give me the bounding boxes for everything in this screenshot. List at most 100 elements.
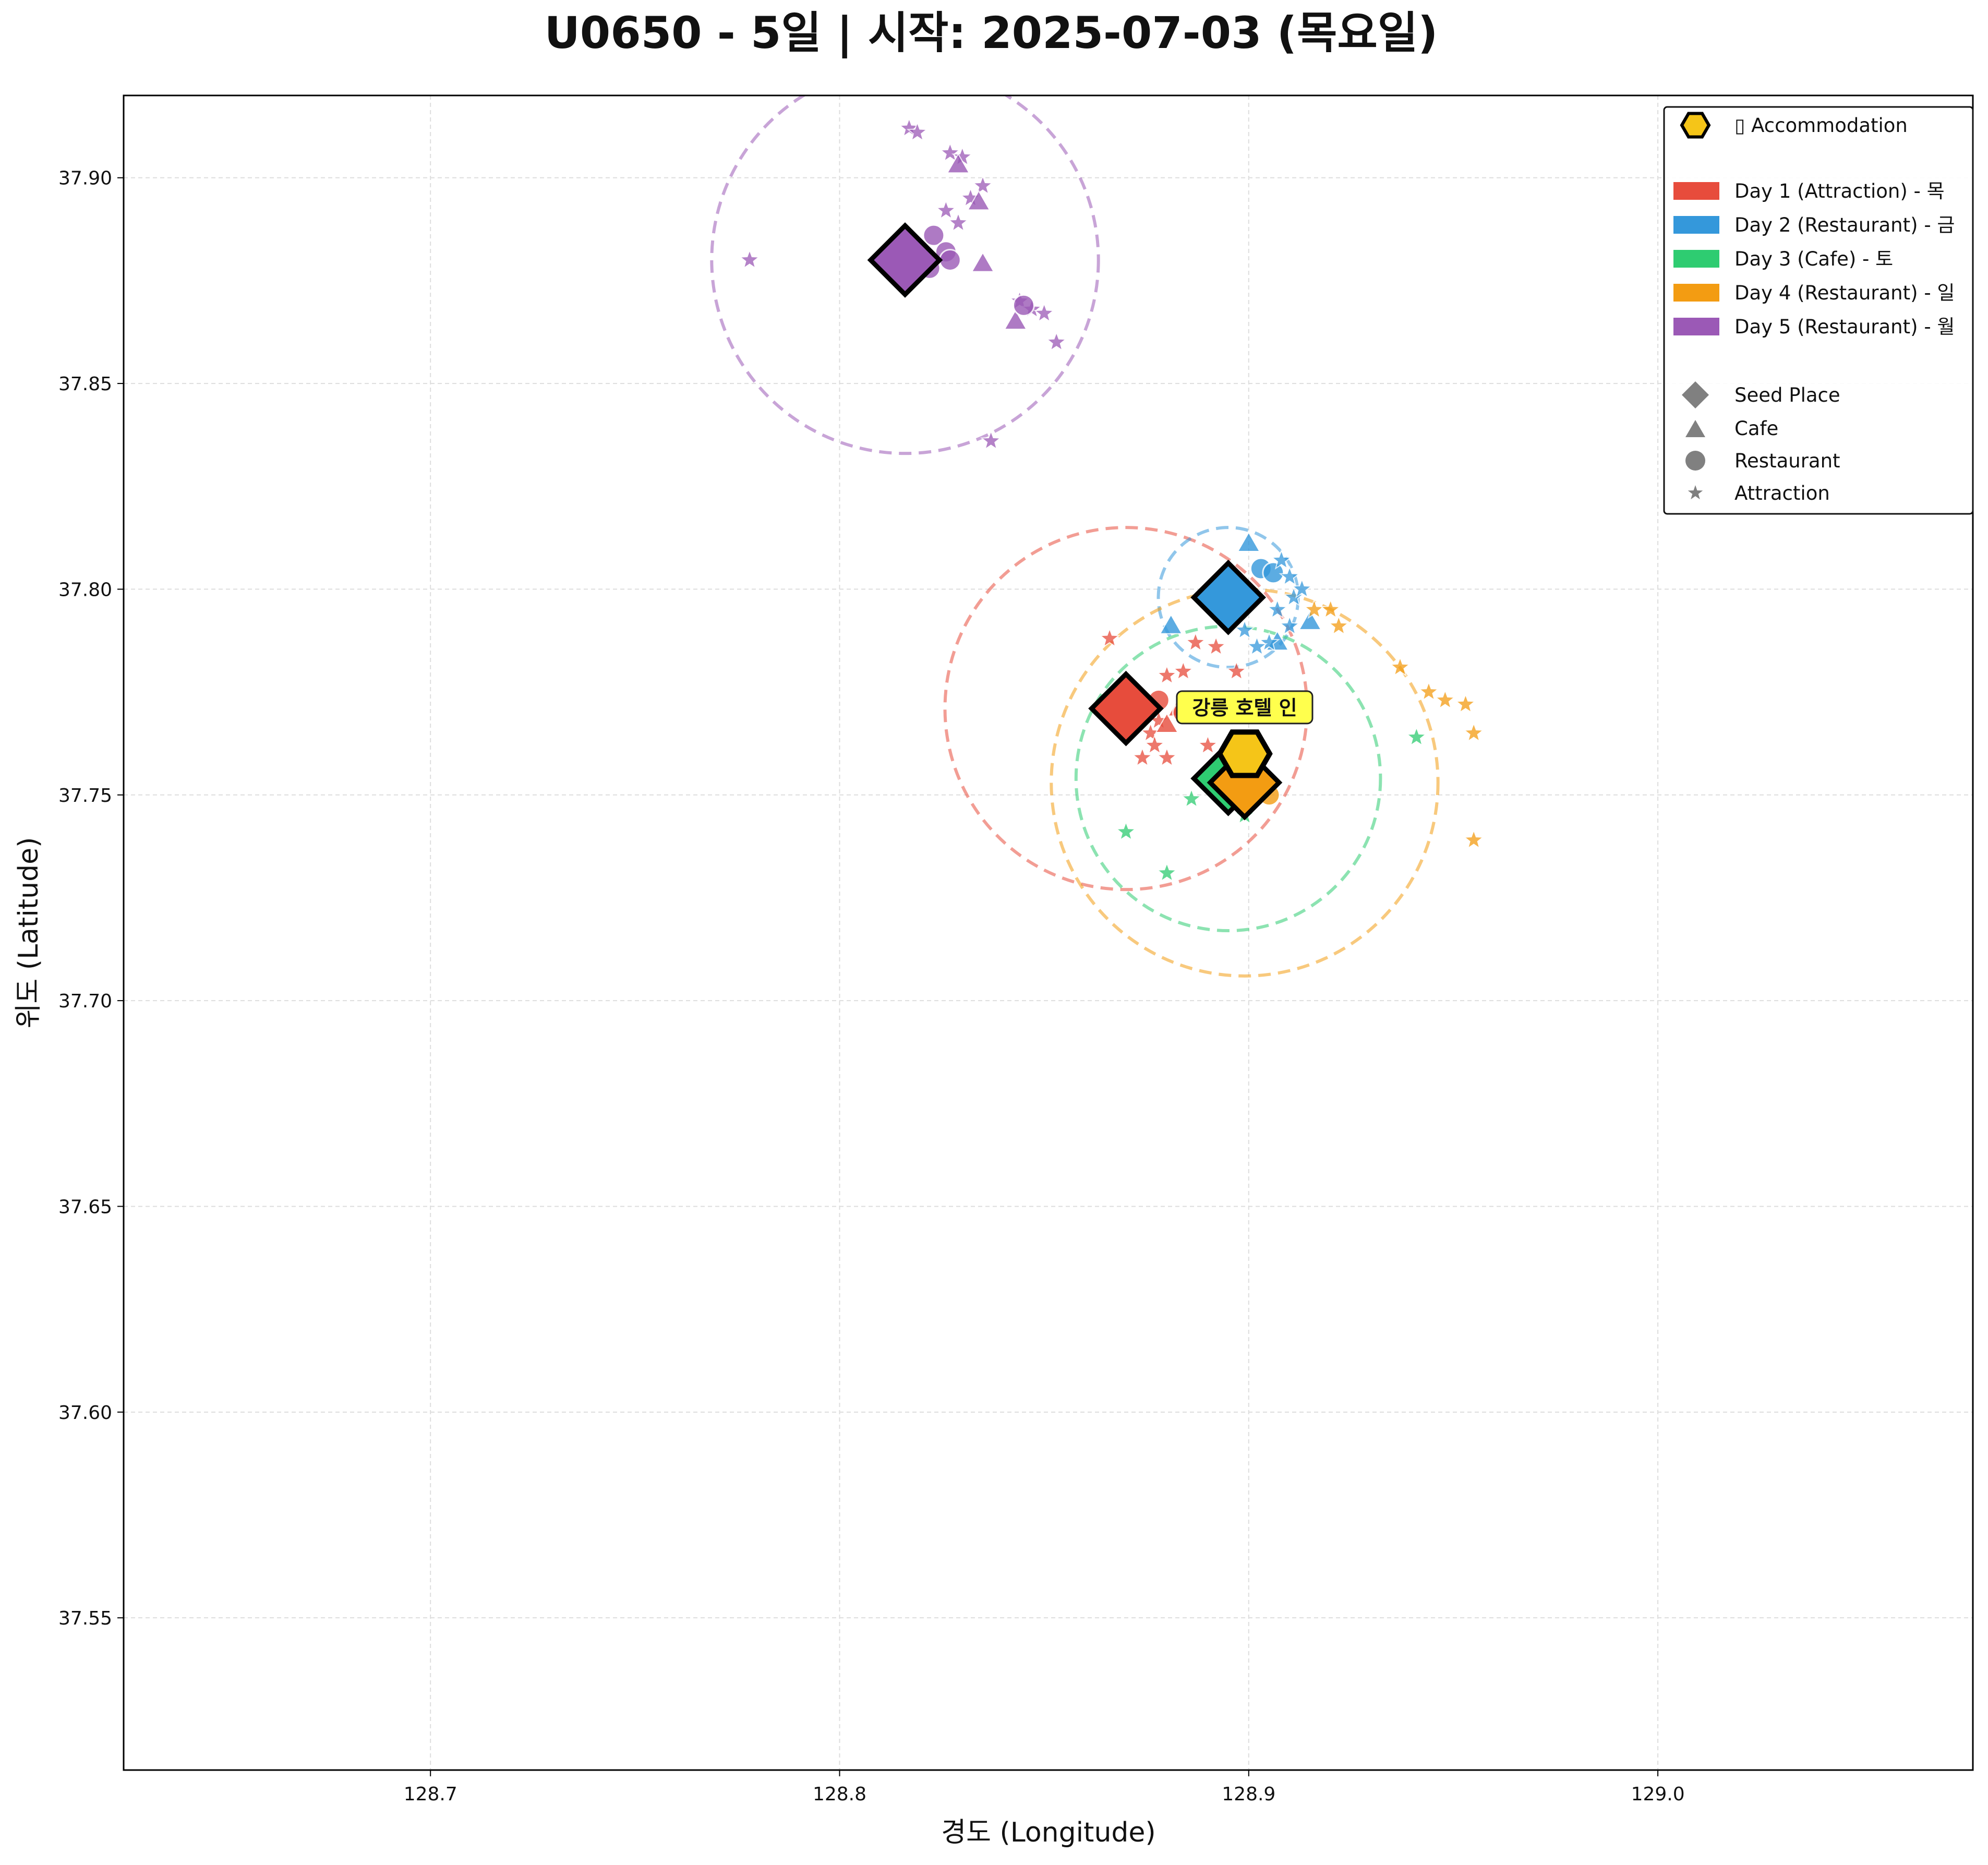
attraction-point bbox=[1270, 549, 1293, 570]
legend-marker-label: Restaurant bbox=[1734, 450, 1840, 472]
attraction-point bbox=[1454, 693, 1477, 714]
attraction-point bbox=[1033, 302, 1055, 323]
restaurant-point bbox=[1012, 294, 1035, 317]
attraction-point bbox=[939, 141, 961, 163]
cafe-point bbox=[971, 251, 995, 272]
y-tick-label: 37.70 bbox=[58, 991, 112, 1012]
cafe-point bbox=[1298, 609, 1322, 630]
chart-title: U0650 - 5일 | 시작: 2025-07-03 (목요일) bbox=[545, 7, 1438, 58]
cafe-point bbox=[1159, 613, 1183, 634]
attraction-point bbox=[1234, 619, 1256, 640]
attraction-point bbox=[972, 174, 994, 196]
cafe-point bbox=[1004, 309, 1028, 330]
attraction-point bbox=[935, 199, 957, 220]
tick-labels: 128.7 128.8 128.9 129.0 37.55 37.60 37.65 37.70… bbox=[58, 168, 1685, 1805]
legend-box bbox=[1663, 106, 1974, 515]
attraction-point bbox=[739, 248, 761, 270]
attraction-point bbox=[1389, 656, 1411, 677]
legend-marker-label: Attraction bbox=[1734, 482, 1830, 504]
legend-marker-label: Seed Place bbox=[1734, 384, 1840, 406]
attraction-point bbox=[1279, 565, 1301, 586]
x-tick-label: 129.0 bbox=[1631, 1784, 1685, 1805]
y-tick-label: 37.55 bbox=[58, 1608, 112, 1629]
radius-circle-day-5 bbox=[710, 95, 1100, 455]
accommodation-label-box bbox=[1176, 690, 1314, 725]
attraction-point bbox=[1405, 726, 1428, 747]
y-tick-label: 37.85 bbox=[58, 374, 112, 395]
legend-restaurant-icon bbox=[1685, 451, 1705, 471]
attraction-point bbox=[1418, 680, 1440, 702]
attraction-point bbox=[1156, 746, 1178, 767]
attraction-point bbox=[1328, 615, 1350, 636]
attraction-point bbox=[980, 429, 1002, 451]
attraction-point bbox=[1156, 861, 1178, 883]
legend-seed-icon bbox=[1682, 381, 1709, 408]
legend-day-label: Day 1 (Attraction) - 목 bbox=[1734, 180, 1945, 202]
attraction-point bbox=[1291, 577, 1313, 599]
attraction-point bbox=[1115, 820, 1137, 841]
legend-attraction-icon bbox=[1688, 485, 1703, 500]
attraction-point bbox=[1131, 746, 1153, 767]
y-tick-label: 37.75 bbox=[58, 785, 112, 807]
x-axis-label: 경도 (Longitude) bbox=[941, 1817, 1155, 1848]
accommodation: 강릉 호텔 인 bbox=[1176, 690, 1314, 778]
cafe-point bbox=[1237, 531, 1261, 552]
attraction-point bbox=[1463, 721, 1485, 743]
cafe-point bbox=[946, 153, 970, 174]
y-tick-label: 37.80 bbox=[58, 579, 112, 600]
grid bbox=[124, 95, 1973, 1770]
legend-day-swatch bbox=[1673, 216, 1719, 234]
legend-day-swatch bbox=[1673, 182, 1719, 200]
attraction-point bbox=[1258, 631, 1280, 652]
attraction-point bbox=[1246, 635, 1268, 656]
attraction-point bbox=[1434, 689, 1456, 710]
radius-circles bbox=[710, 95, 1440, 978]
attraction-point bbox=[1045, 331, 1068, 352]
attraction-point bbox=[1463, 828, 1485, 850]
attraction-point bbox=[1156, 664, 1178, 685]
cafe-point bbox=[1155, 712, 1179, 733]
x-tick-label: 128.8 bbox=[813, 1784, 866, 1805]
legend-day-label: Day 5 (Restaurant) - 월 bbox=[1734, 316, 1955, 338]
attraction-point bbox=[906, 121, 929, 142]
radius-circle-day-4 bbox=[1050, 587, 1440, 978]
y-tick-label: 37.65 bbox=[58, 1196, 112, 1218]
place-points bbox=[739, 117, 1485, 883]
attraction-point bbox=[1319, 598, 1342, 619]
seed-place-day-5 bbox=[867, 222, 943, 298]
seed-place-day-2 bbox=[1190, 559, 1266, 635]
restaurant-point bbox=[922, 224, 945, 247]
attraction-point bbox=[1180, 787, 1202, 809]
legend-accommodation-icon bbox=[1680, 112, 1711, 139]
attraction-point bbox=[1185, 631, 1207, 652]
restaurant-point bbox=[1262, 561, 1285, 584]
legend: ▯ Accommodation Day 1 (Attraction) - 목 Day… bbox=[1663, 106, 1974, 515]
legend-marker-label: Cafe bbox=[1734, 417, 1778, 440]
accommodation-label: 강릉 호텔 인 bbox=[1192, 696, 1297, 719]
y-axis-label: 위도 (Latitude) bbox=[13, 837, 44, 1029]
legend-day-swatch bbox=[1673, 250, 1719, 268]
legend-day-label: Day 2 (Restaurant) - 금 bbox=[1734, 214, 1955, 236]
attraction-point bbox=[1197, 734, 1219, 755]
x-tick-label: 128.7 bbox=[404, 1784, 457, 1805]
attraction-point bbox=[1266, 598, 1288, 619]
plot-frame bbox=[123, 94, 1974, 1771]
legend-day-label: Day 4 (Restaurant) - 일 bbox=[1734, 282, 1955, 304]
seed-place-day-1 bbox=[1088, 670, 1164, 747]
legend-day-swatch bbox=[1673, 284, 1719, 302]
legend-accommodation-label: ▯ Accommodation bbox=[1734, 114, 1908, 137]
attraction-point bbox=[1172, 660, 1195, 681]
legend-day-swatch bbox=[1673, 318, 1719, 335]
y-tick-label: 37.90 bbox=[58, 168, 112, 189]
legend-cafe-icon bbox=[1685, 420, 1705, 437]
x-tick-label: 128.9 bbox=[1222, 1784, 1275, 1805]
attraction-point bbox=[1205, 635, 1227, 656]
attraction-point bbox=[947, 211, 969, 233]
accommodation-marker bbox=[1216, 729, 1273, 778]
attraction-point bbox=[1143, 734, 1166, 755]
attraction-point bbox=[1279, 615, 1301, 636]
cafe-point bbox=[967, 190, 991, 211]
attraction-point bbox=[1225, 660, 1248, 681]
y-tick-label: 37.60 bbox=[58, 1402, 112, 1424]
